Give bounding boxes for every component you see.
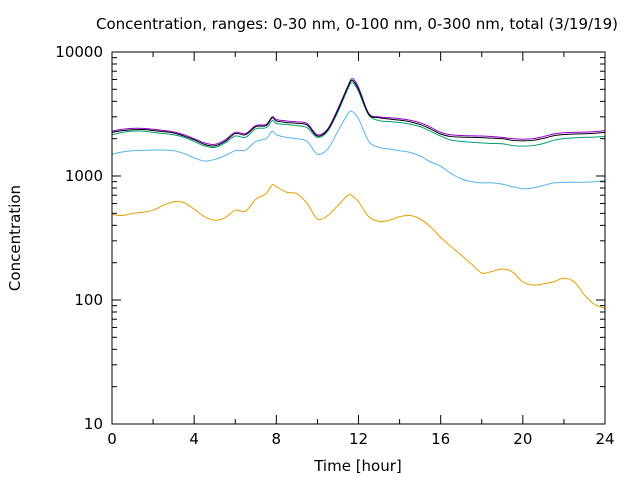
y-tick-label: 1000 [65, 167, 103, 185]
series-line-4 [111, 78, 606, 145]
plot-frame [111, 51, 606, 425]
series-layer [111, 78, 606, 309]
y-tick-label: 100 [74, 291, 103, 309]
x-tick-label: 8 [272, 430, 282, 448]
x-tick-label: 20 [513, 430, 532, 448]
x-tick-label: 24 [595, 430, 614, 448]
x-tick-label: 16 [431, 430, 450, 448]
y-tick-label: 10000 [55, 43, 103, 61]
y-tick-label: 10 [84, 415, 103, 433]
series-line-2 [111, 110, 606, 190]
ticks-layer: 0 4 8 12 16 20 24 10 100 1000 10000 [55, 43, 614, 448]
x-tick-label: 0 [107, 430, 117, 448]
x-tick-label: 4 [189, 430, 199, 448]
y-axis-label: Concentration [6, 185, 24, 291]
series-line-3 [111, 81, 606, 149]
x-axis-label: Time [hour] [313, 457, 402, 475]
series-line-5 [111, 79, 606, 147]
chart-title: Concentration, ranges: 0-30 nm, 0-100 nm… [96, 15, 618, 33]
x-tick-label: 12 [349, 430, 368, 448]
series-line-1 [111, 183, 606, 309]
